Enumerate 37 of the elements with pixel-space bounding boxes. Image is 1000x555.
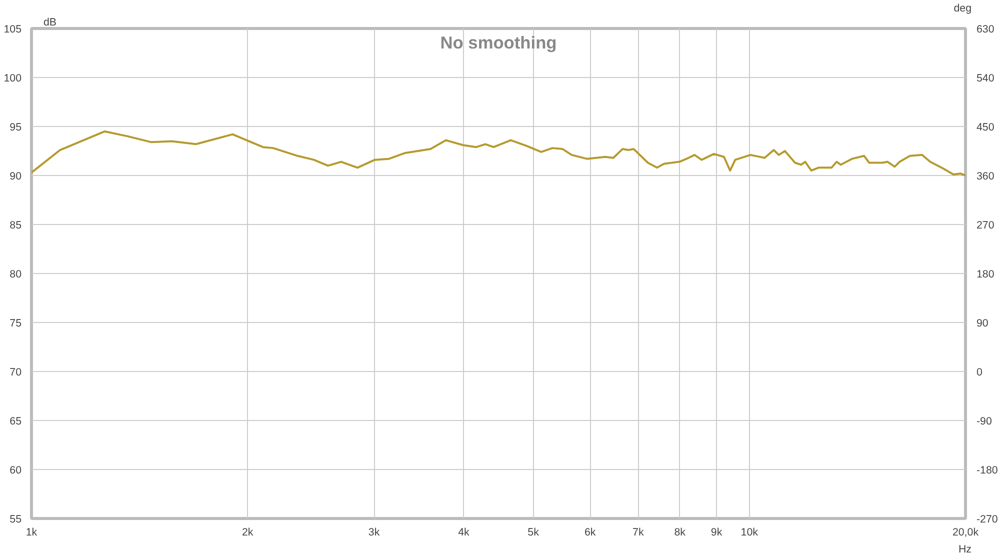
x-tick-label: 4k — [458, 526, 470, 538]
x-tick-label: 6k — [584, 526, 596, 538]
y-tick-label: 105 — [4, 24, 22, 36]
x-tick-label: 8k — [674, 526, 686, 538]
y2-tick-label: 450 — [976, 122, 994, 134]
x-tick-label: 7k — [632, 526, 644, 538]
y-tick-label: 75 — [10, 318, 22, 330]
y-tick-label: 80 — [10, 268, 22, 280]
x-axis-title: Hz — [958, 544, 972, 555]
x-tick-label: 20,0k — [952, 526, 980, 538]
y2-tick-label: 270 — [976, 220, 994, 232]
y2-tick-label: -270 — [976, 514, 998, 526]
y-tick-label: 100 — [4, 72, 22, 84]
x-tick-label: 9k — [710, 526, 723, 538]
y-tick-label: 60 — [10, 464, 22, 476]
x-tick-label: 1k — [26, 526, 38, 538]
x-tick-label: 2k — [242, 526, 254, 538]
x-tick-label: 10k — [740, 526, 759, 538]
y2-axis-title: deg — [954, 2, 972, 14]
y2-tick-label: 360 — [976, 170, 994, 182]
y-tick-label: 55 — [10, 514, 22, 526]
y-tick-label: 95 — [10, 122, 22, 134]
y-tick-label: 70 — [10, 366, 22, 378]
y-tick-label: 90 — [10, 170, 22, 182]
x-tick-label: 3k — [368, 526, 380, 538]
y2-tick-label: 0 — [976, 366, 982, 378]
y2-tick-label: 180 — [976, 268, 994, 280]
y2-tick-label: 540 — [976, 72, 994, 84]
y-tick-label: 85 — [10, 220, 22, 232]
y2-tick-label: 90 — [976, 318, 988, 330]
x-tick-label: 5k — [528, 526, 540, 538]
y-tick-label: 65 — [10, 416, 22, 428]
y-axis-title: dB — [44, 16, 57, 28]
y2-tick-label: -90 — [976, 416, 992, 428]
y2-tick-label: -180 — [976, 464, 998, 476]
y2-tick-label: 630 — [976, 24, 994, 36]
chart-title: No smoothing — [440, 32, 557, 52]
